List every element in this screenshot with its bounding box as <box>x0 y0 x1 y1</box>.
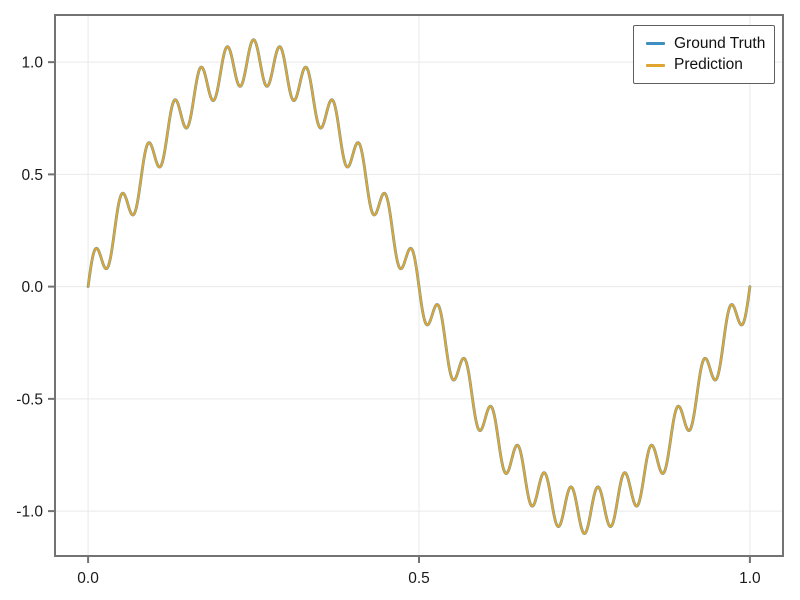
prediction-line <box>87 38 751 535</box>
x-tick-label: 0.5 <box>408 570 430 587</box>
x-tick-label: 0.0 <box>77 570 99 587</box>
y-tick-label: 0.0 <box>21 279 43 296</box>
legend-label-ground-truth: Ground Truth <box>674 34 766 52</box>
legend-label-prediction: Prediction <box>674 56 743 74</box>
prediction-line-swatch <box>646 63 665 67</box>
y-tick-label: 0.5 <box>21 167 43 184</box>
x-tick-label: 1.0 <box>739 570 761 587</box>
legend-item-ground-truth: Ground Truth <box>646 33 766 55</box>
y-tick-label: -0.5 <box>16 391 43 408</box>
legend: Ground Truth Prediction <box>633 25 775 84</box>
ground-truth-line-swatch <box>646 42 665 46</box>
legend-item-prediction: Prediction <box>646 55 764 77</box>
y-tick-label: -1.0 <box>16 504 43 521</box>
y-tick-label: 1.0 <box>21 55 43 72</box>
